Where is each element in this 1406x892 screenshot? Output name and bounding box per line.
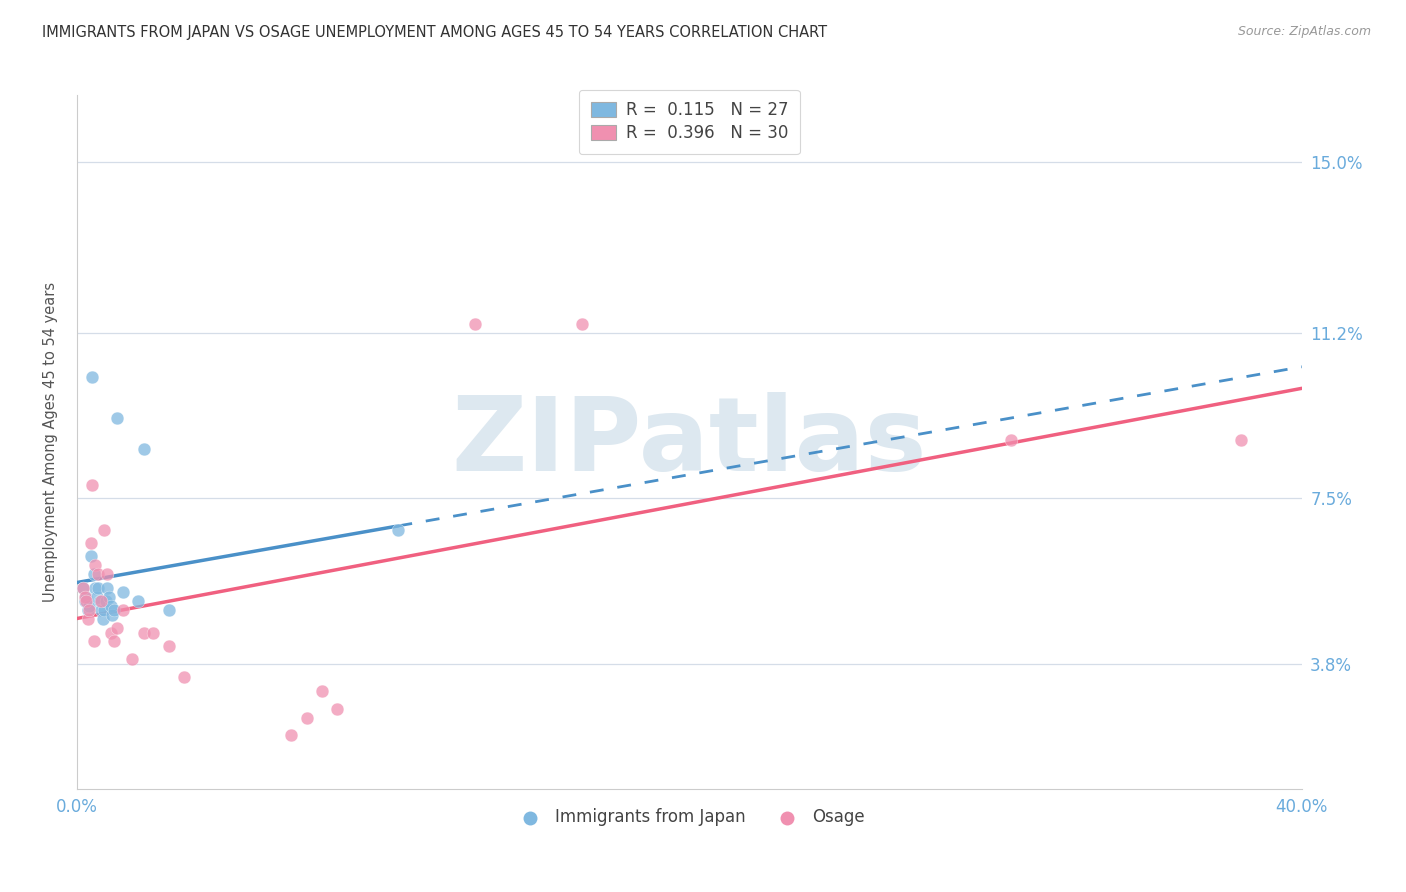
Point (90, 603, 112, 617)
Point (93, 603, 115, 617)
Point (105, 410, 128, 425)
Point (1229, 433, 1251, 447)
Point (134, 442, 156, 456)
Point (96, 567, 118, 582)
Point (76, 603, 98, 617)
Point (134, 625, 156, 640)
Point (87, 567, 110, 582)
Point (87, 581, 110, 595)
Text: IMMIGRANTS FROM JAPAN VS OSAGE UNEMPLOYMENT AMONG AGES 45 TO 54 YEARS CORRELATIO: IMMIGRANTS FROM JAPAN VS OSAGE UNEMPLOYM… (42, 25, 827, 40)
Point (83, 567, 105, 582)
Point (86, 590, 108, 604)
Point (84, 581, 107, 595)
Point (77, 603, 100, 617)
Point (73, 590, 96, 604)
Legend: Immigrants from Japan, Osage: Immigrants from Japan, Osage (508, 802, 872, 833)
Point (93, 523, 115, 537)
Point (75, 590, 97, 604)
Point (76, 612, 98, 626)
Point (82, 477, 104, 491)
Point (311, 683, 333, 698)
Point (326, 701, 349, 715)
Point (464, 317, 486, 331)
Point (90, 594, 112, 608)
Point (295, 710, 318, 724)
Point (121, 652, 143, 666)
Point (111, 603, 134, 617)
Y-axis label: Unemployment Among Ages 45 to 54 years: Unemployment Among Ages 45 to 54 years (44, 282, 58, 602)
Point (98, 590, 121, 604)
Point (142, 625, 165, 640)
Point (84, 558, 107, 573)
Point (103, 603, 125, 617)
Point (111, 585, 134, 599)
Point (1000, 433, 1022, 447)
Point (96, 581, 118, 595)
Point (157, 639, 180, 653)
Point (387, 523, 409, 537)
Point (73, 594, 96, 608)
Point (82, 370, 104, 384)
Point (94, 594, 117, 608)
Point (100, 625, 122, 640)
Point (91, 612, 114, 626)
Point (79, 549, 101, 564)
Text: Source: ZipAtlas.com: Source: ZipAtlas.com (1237, 25, 1371, 38)
Point (571, 317, 593, 331)
Point (83, 634, 105, 648)
Point (79, 536, 101, 550)
Point (101, 607, 124, 622)
Point (100, 599, 122, 613)
Point (75, 594, 97, 608)
Point (77, 599, 100, 613)
Point (89, 594, 111, 608)
Point (103, 634, 125, 648)
Point (127, 594, 149, 608)
Point (173, 670, 195, 684)
Point (72, 581, 94, 595)
Point (105, 621, 128, 635)
Text: ZIPatlas: ZIPatlas (451, 392, 927, 492)
Point (72, 581, 94, 595)
Point (280, 729, 302, 743)
Point (157, 603, 180, 617)
